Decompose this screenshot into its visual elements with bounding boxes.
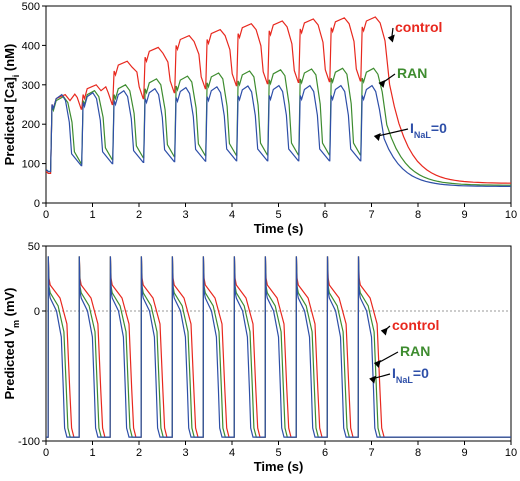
x-tick-label: 0 bbox=[43, 209, 49, 221]
arrowhead bbox=[380, 327, 388, 336]
annotation-arrow bbox=[377, 128, 409, 137]
y-tick-label: 100 bbox=[22, 159, 40, 171]
series-line-inal0 bbox=[46, 256, 511, 438]
y-tick-label: 400 bbox=[22, 40, 40, 52]
series-line-control bbox=[46, 16, 511, 184]
x-axis-title: Time (s) bbox=[254, 459, 304, 474]
x-tick-label: 10 bbox=[505, 447, 517, 459]
x-tick-label: 7 bbox=[368, 209, 374, 221]
x-tick-label: 0 bbox=[43, 447, 49, 459]
x-tick-label: 3 bbox=[182, 447, 188, 459]
arrowhead bbox=[387, 34, 395, 43]
annotation-label: control bbox=[392, 317, 439, 333]
series-line-inal0 bbox=[46, 84, 511, 187]
y-tick-label: 500 bbox=[22, 1, 40, 13]
x-tick-label: 9 bbox=[461, 209, 467, 221]
annotation-label: INaL=0 bbox=[410, 120, 447, 140]
x-tick-label: 10 bbox=[505, 209, 517, 221]
x-tick-label: 8 bbox=[415, 209, 421, 221]
x-tick-label: 2 bbox=[136, 209, 142, 221]
x-tick-label: 1 bbox=[89, 209, 95, 221]
x-tick-label: 2 bbox=[136, 447, 142, 459]
x-tick-label: 6 bbox=[322, 209, 328, 221]
y-tick-label: 50 bbox=[28, 241, 40, 253]
y-tick-label: 0 bbox=[34, 306, 40, 318]
x-tick-label: 1 bbox=[89, 447, 95, 459]
x-tick-label: 3 bbox=[182, 209, 188, 221]
x-tick-label: 8 bbox=[415, 447, 421, 459]
arrowhead bbox=[369, 375, 377, 384]
annotation-label: RAN bbox=[397, 65, 427, 81]
arrowhead bbox=[378, 79, 386, 88]
x-tick-label: 7 bbox=[368, 447, 374, 459]
annotation-label: control bbox=[395, 19, 442, 35]
x-axis-title: Time (s) bbox=[254, 221, 304, 236]
y-tick-label: 300 bbox=[22, 80, 40, 92]
arrowhead bbox=[373, 360, 381, 368]
x-tick-label: 6 bbox=[322, 447, 328, 459]
x-tick-label: 9 bbox=[461, 447, 467, 459]
series-line-ran bbox=[46, 67, 511, 186]
y-axis-title: Predicted [Ca]i (nM) bbox=[2, 44, 21, 166]
arrowhead bbox=[373, 133, 381, 142]
x-tick-label: 4 bbox=[229, 447, 235, 459]
y-tick-label: 200 bbox=[22, 119, 40, 131]
x-tick-label: 5 bbox=[275, 209, 281, 221]
annotation-label: INaL=0 bbox=[392, 365, 429, 385]
annotation-arrow bbox=[377, 351, 399, 364]
annotation-label: RAN bbox=[400, 343, 430, 359]
y-tick-label: -100 bbox=[18, 436, 40, 448]
x-tick-label: 5 bbox=[275, 447, 281, 459]
x-tick-label: 4 bbox=[229, 209, 235, 221]
annotation-arrow bbox=[373, 373, 391, 380]
y-tick-label: 0 bbox=[34, 198, 40, 210]
y-axis-title: Predicted Vm (mV) bbox=[2, 287, 21, 399]
